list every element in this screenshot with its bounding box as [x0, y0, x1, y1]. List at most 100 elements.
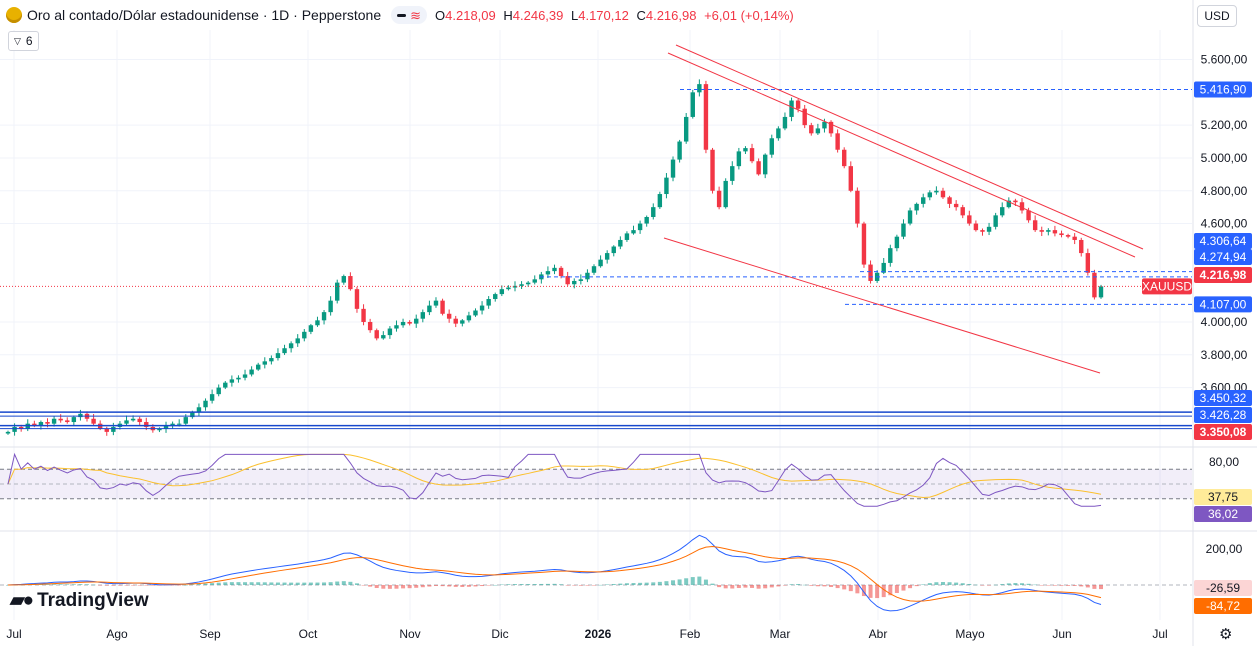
macd-histogram-bar [38, 584, 43, 585]
candle-body [670, 159, 676, 178]
candle-body [690, 92, 695, 117]
candle-body [828, 121, 834, 134]
price-label-bg [1194, 424, 1252, 440]
candle-body [894, 236, 900, 249]
macd-histogram-bar [730, 585, 735, 589]
macd-histogram-bar [710, 583, 715, 585]
macd-histogram-bar [433, 585, 438, 586]
macd-histogram-bar [348, 581, 353, 585]
candle-body [730, 166, 735, 181]
candle-body [618, 239, 623, 247]
candle-body [683, 116, 689, 142]
candle-body [71, 417, 77, 423]
macd-histogram-bar [308, 582, 313, 585]
candle-body [769, 138, 774, 155]
candle-body [420, 312, 426, 319]
price-label-bg [1194, 407, 1252, 423]
macd-histogram-bar [137, 585, 142, 586]
macd-histogram-bar [236, 582, 241, 585]
rsi-line [7, 452, 1102, 507]
candle-body [440, 300, 445, 314]
price-label-text: 4.306,64 [1200, 234, 1247, 248]
macd-histogram-bar [341, 581, 346, 585]
macd-histogram-bar [229, 582, 234, 585]
macd-histogram-bar [835, 585, 840, 589]
macd-histogram-bar [1019, 583, 1024, 585]
indicators-collapse-button[interactable]: ▽ 6 [8, 31, 39, 51]
price-label-text: 3.450,32 [1200, 391, 1247, 405]
candle-body [565, 276, 570, 285]
macd-histogram-bar [796, 584, 801, 585]
macd-histogram-bar [1085, 585, 1090, 588]
candle-body [262, 361, 267, 365]
macd-histogram-bar [743, 585, 748, 588]
currency-button[interactable]: USD [1197, 5, 1237, 27]
candle-body [1032, 220, 1038, 231]
candle-body [137, 418, 142, 423]
price-label-blue: 3.426,28 [1194, 407, 1252, 423]
price-pane[interactable] [0, 44, 1192, 436]
x-tick-label: Jun [1052, 627, 1071, 641]
candle-body [532, 279, 537, 283]
candle-body [723, 180, 728, 208]
price-label-text: XAUUSD [1142, 279, 1192, 293]
candle-body [91, 418, 96, 424]
macd-histogram-bar [671, 580, 676, 585]
candle-body [907, 210, 913, 224]
price-axis[interactable]: Jul Ago Sep Oct Nov Dic 2026 Feb Mar Abr Mayo Jun Ju… [6, 53, 1252, 641]
macd-histogram-bar [58, 584, 63, 585]
candle-body [308, 325, 314, 332]
macd-histogram-bar [322, 582, 327, 585]
macd-histogram-bar [420, 585, 425, 588]
candle-body [960, 207, 965, 216]
settings-gear-icon[interactable]: ⚙ [1219, 626, 1233, 643]
candle-body [921, 197, 926, 204]
chevron-down-icon: ▽ [14, 35, 21, 46]
macd-histogram-bar [196, 584, 201, 585]
macd-hist-value-label: -26,59 [1194, 580, 1252, 596]
candle-body [335, 282, 340, 301]
macd-histogram-bar [480, 585, 485, 587]
macd-histogram-bar [545, 583, 550, 585]
macd-histogram-bar [868, 585, 873, 598]
candle-body [1059, 233, 1064, 236]
rsi-pane [0, 452, 1192, 507]
macd-histogram-bar [144, 585, 149, 586]
candle-body [644, 216, 649, 224]
macd-histogram-bar [1059, 585, 1064, 586]
macd-histogram-bar [651, 582, 656, 585]
macd-histogram-bar [809, 585, 814, 586]
macd-histogram-bar [190, 584, 195, 585]
candle-body [361, 308, 366, 322]
macd-histogram-bar [578, 585, 583, 586]
price-label-text: 3.350,08 [1200, 425, 1247, 439]
macd-histogram-bar [1079, 585, 1084, 587]
macd-histogram-bar [848, 585, 853, 592]
macd-histogram-bar [361, 585, 366, 586]
x-tick-label: Ago [106, 627, 128, 641]
legend-toggle[interactable]: ≋ [391, 6, 428, 24]
candle-body [604, 253, 610, 260]
candle-body [1092, 272, 1097, 298]
candle-body [558, 267, 564, 277]
macd-histogram-bar [664, 581, 669, 585]
macd-pane [0, 534, 1192, 612]
macd-histogram-bar [262, 582, 267, 585]
x-tick-label: Feb [680, 627, 701, 641]
macd-histogram-bar [624, 583, 629, 585]
candle-body [631, 230, 636, 234]
candle-body [703, 84, 709, 150]
candle-body [1019, 202, 1025, 211]
symbol-title[interactable]: Oro al contado/Dólar estadounidense · 1D… [27, 7, 382, 23]
macd-histogram-bar [802, 584, 807, 586]
candle-body [881, 262, 886, 273]
candle-body [657, 194, 663, 208]
macd-histogram-bar [447, 585, 452, 587]
x-tick-label: Jul [6, 627, 21, 641]
macd-histogram-bar [354, 583, 359, 585]
x-tick-label: 2026 [585, 627, 612, 641]
macd-histogram-bar [532, 584, 537, 585]
macd-histogram-bar [598, 584, 603, 586]
candle-body [460, 320, 465, 324]
